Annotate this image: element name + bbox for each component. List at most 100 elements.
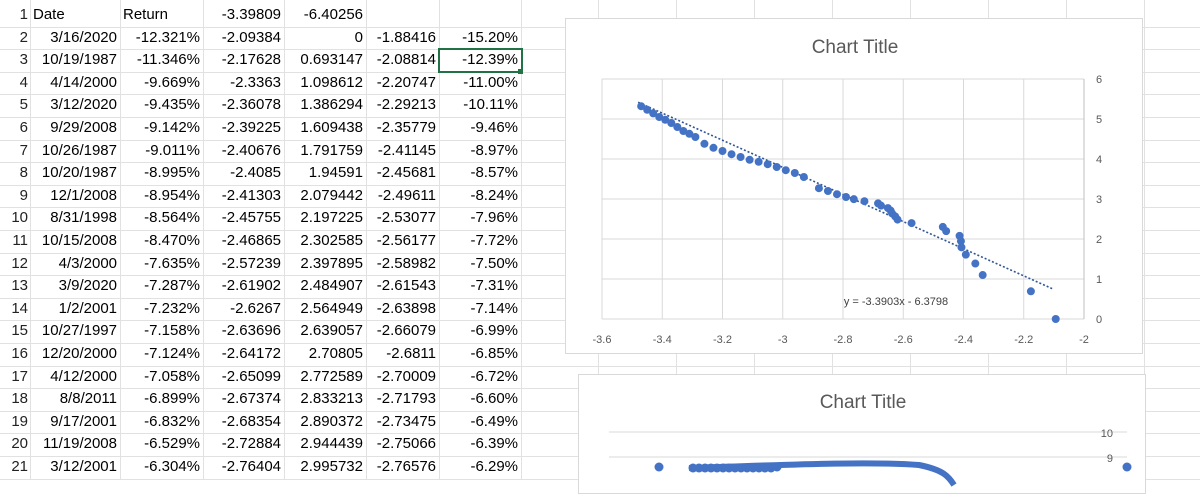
table-cell[interactable]: 2.833213	[300, 390, 363, 408]
table-cell[interactable]: -8.470%	[144, 232, 200, 249]
row-header[interactable]: 6	[19, 119, 28, 136]
table-cell[interactable]: -7.50%	[470, 254, 518, 272]
table-cell[interactable]: 3/9/2020	[58, 277, 117, 295]
table-cell[interactable]: -9.011%	[145, 141, 200, 159]
table-cell[interactable]: 2.197225	[300, 209, 363, 227]
row-header[interactable]: 18	[11, 390, 28, 408]
table-cell[interactable]: -9.142%	[144, 119, 200, 136]
table-cell[interactable]: 1/2/2001	[58, 299, 117, 317]
scatter-chart-1[interactable]: Chart Title -3.6 -3.4 -3.2 -3 -2.8 -2.6 -2.4 -2…	[565, 18, 1143, 354]
table-cell[interactable]: -7.058%	[144, 367, 200, 385]
table-cell[interactable]: 2.890372	[300, 412, 363, 430]
table-cell[interactable]: -2.20747	[376, 73, 436, 91]
table-cell[interactable]: 1.791759	[300, 141, 363, 159]
table-cell[interactable]: -2.39225	[221, 119, 281, 136]
table-cell[interactable]: -2.29213	[376, 96, 436, 114]
table-cell[interactable]: 4/14/2000	[50, 73, 117, 91]
table-cell[interactable]: 10/19/1987	[41, 51, 117, 69]
table-cell[interactable]: -7.232%	[144, 299, 200, 317]
table-cell[interactable]: -6.29%	[470, 458, 518, 475]
row-header[interactable]: 11	[12, 232, 28, 249]
chart-2-title[interactable]: Chart Title	[820, 392, 907, 413]
table-cell[interactable]: -8.564%	[144, 209, 200, 227]
table-cell[interactable]: 4/12/2000	[50, 367, 117, 385]
table-cell[interactable]: -2.63696	[221, 322, 281, 340]
table-cell[interactable]: -2.45755	[221, 209, 281, 227]
table-cell[interactable]: 10/27/1997	[41, 322, 117, 340]
table-cell[interactable]: -7.287%	[144, 277, 200, 295]
table-cell[interactable]: 1.386294	[300, 96, 363, 114]
table-cell[interactable]: -7.72%	[470, 232, 518, 249]
table-cell[interactable]: 2.639057	[300, 322, 363, 340]
table-cell[interactable]: -8.97%	[470, 141, 518, 159]
table-cell[interactable]: 2.564949	[300, 299, 363, 317]
table-cell[interactable]: 1.609438	[300, 119, 363, 136]
table-cell[interactable]: -9.435%	[144, 96, 200, 114]
header-cell[interactable]: -6.40256	[303, 6, 363, 23]
table-cell[interactable]: -2.41303	[221, 186, 281, 204]
row-header[interactable]: 20	[11, 435, 28, 453]
table-cell[interactable]: -10.11%	[463, 96, 518, 114]
table-cell[interactable]: -7.124%	[144, 345, 200, 362]
table-cell[interactable]: -7.635%	[144, 254, 200, 272]
table-cell[interactable]: -2.61543	[376, 277, 436, 295]
header-cell[interactable]: Return	[123, 6, 169, 23]
table-cell[interactable]: 0.693147	[300, 51, 363, 69]
table-cell[interactable]: -2.65099	[221, 367, 281, 385]
row-header[interactable]: 5	[19, 96, 28, 114]
table-cell[interactable]: 2.772589	[300, 367, 363, 385]
table-cell[interactable]: -2.46865	[221, 232, 281, 249]
table-cell[interactable]: -7.96%	[470, 209, 518, 227]
table-cell[interactable]: -2.6811	[386, 345, 436, 362]
row-header[interactable]: 12	[11, 254, 28, 272]
table-cell[interactable]: -6.899%	[144, 390, 200, 408]
table-cell[interactable]: 9/29/2008	[50, 119, 117, 136]
table-cell[interactable]: -2.58982	[376, 254, 436, 272]
table-cell[interactable]: -2.73475	[376, 412, 436, 430]
table-cell[interactable]: -2.63898	[376, 299, 436, 317]
table-cell[interactable]: -6.529%	[144, 435, 200, 453]
table-cell[interactable]: -1.88416	[376, 28, 436, 46]
row-header[interactable]: 15	[11, 322, 28, 340]
table-cell[interactable]: -2.4085	[230, 164, 281, 182]
table-cell[interactable]: 10/26/1987	[41, 141, 117, 159]
row-header[interactable]: 4	[19, 73, 28, 91]
table-cell[interactable]: -2.17628	[221, 51, 281, 69]
table-cell[interactable]: -8.24%	[470, 186, 518, 204]
table-cell[interactable]: -12.39%	[462, 51, 518, 69]
header-cell[interactable]: Date	[33, 6, 65, 23]
table-cell[interactable]: -6.39%	[470, 435, 518, 453]
table-cell[interactable]: -2.61902	[221, 277, 281, 295]
table-cell[interactable]: 2.302585	[300, 232, 363, 249]
table-cell[interactable]: 4/3/2000	[58, 254, 117, 272]
row-header[interactable]: 19	[11, 412, 28, 430]
table-cell[interactable]: -2.76576	[376, 458, 436, 475]
row-header[interactable]: 1	[19, 6, 28, 23]
table-cell[interactable]: -2.66079	[376, 322, 436, 340]
table-cell[interactable]: 1.94591	[308, 164, 363, 182]
table-cell[interactable]: -2.49611	[377, 186, 436, 204]
table-cell[interactable]: 2.944439	[300, 435, 363, 453]
table-cell[interactable]: -11.346%	[136, 51, 200, 69]
table-cell[interactable]: -7.31%	[470, 277, 518, 295]
selected-cell[interactable]	[438, 48, 523, 73]
table-cell[interactable]: 2.079442	[300, 186, 363, 204]
table-cell[interactable]: -2.09384	[221, 28, 281, 46]
table-cell[interactable]: -6.72%	[470, 367, 518, 385]
table-cell[interactable]: 12/1/2008	[50, 186, 117, 204]
table-cell[interactable]: 8/8/2011	[59, 390, 117, 408]
table-cell[interactable]: -6.85%	[470, 345, 518, 362]
row-header[interactable]: 14	[11, 299, 28, 317]
table-cell[interactable]: 2.397895	[300, 254, 363, 272]
table-cell[interactable]: -2.72884	[221, 435, 281, 453]
table-cell[interactable]: -6.49%	[470, 412, 518, 430]
table-cell[interactable]: -12.321%	[135, 28, 200, 46]
table-cell[interactable]: -8.57%	[470, 164, 518, 182]
row-header[interactable]: 3	[19, 51, 28, 69]
table-cell[interactable]: -8.995%	[144, 164, 200, 182]
scatter-chart-2[interactable]: Chart Title 10 9	[578, 374, 1146, 494]
table-cell[interactable]: -2.70009	[376, 367, 436, 385]
table-cell[interactable]: -6.60%	[470, 390, 518, 408]
table-cell[interactable]: -6.304%	[144, 458, 200, 475]
row-header[interactable]: 8	[19, 164, 28, 182]
